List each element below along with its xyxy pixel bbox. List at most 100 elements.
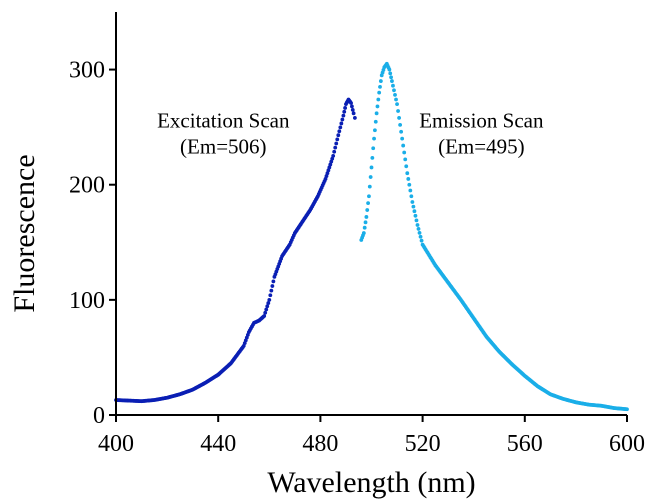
x-tick-label: 600: [609, 431, 645, 457]
emission-annotation-line2: (Em=495): [438, 135, 525, 159]
data-point: [418, 234, 423, 239]
data-point: [376, 97, 381, 102]
excitation-annotation-line2: (Em=506): [180, 135, 267, 159]
x-tick-label: 440: [200, 431, 236, 457]
data-point: [377, 90, 382, 95]
data-point: [402, 150, 407, 155]
data-point: [368, 175, 373, 179]
data-point: [367, 194, 371, 199]
data-point: [392, 88, 396, 93]
data-point: [366, 201, 370, 206]
data-point: [373, 128, 377, 133]
y-axis-ticks: 0 100 200 300: [69, 58, 116, 429]
data-point: [372, 136, 376, 141]
x-axis-title: Wavelength (nm): [267, 466, 475, 499]
data-point: [406, 177, 411, 181]
data-point: [395, 102, 399, 107]
data-point: [387, 67, 392, 72]
data-point: [341, 113, 346, 118]
data-point: [365, 208, 370, 212]
data-point: [327, 165, 332, 170]
y-tick-label: 100: [69, 288, 105, 314]
data-point: [268, 293, 273, 298]
data-point: [349, 101, 353, 105]
data-point: [416, 227, 421, 231]
data-point: [399, 129, 404, 134]
x-tick-label: 400: [98, 431, 134, 457]
y-tick-label: 200: [69, 173, 105, 199]
x-tick-label: 560: [507, 431, 543, 457]
data-point: [401, 143, 406, 148]
x-axis-ticks: 400 440 480 520 560 600: [98, 415, 645, 457]
data-point: [369, 165, 374, 170]
data-point: [333, 145, 338, 150]
data-point: [328, 162, 333, 167]
data-point: [337, 129, 342, 134]
data-point: [364, 215, 369, 219]
data-point: [398, 122, 403, 127]
excitation-annotation-line1: Excitation Scan: [157, 109, 290, 133]
data-point: [334, 141, 339, 146]
data-point: [409, 194, 414, 199]
data-point: [419, 238, 424, 243]
data-point: [378, 84, 382, 89]
data-point: [405, 171, 410, 176]
data-point: [393, 93, 397, 97]
data-point: [412, 209, 417, 214]
data-point: [391, 83, 395, 88]
data-point: [373, 119, 378, 124]
emission-series: [359, 61, 629, 412]
data-point: [374, 111, 379, 116]
data-point: [323, 177, 328, 181]
data-point: [269, 288, 274, 293]
data-point: [265, 304, 270, 309]
data-point: [375, 104, 380, 109]
data-point: [414, 218, 419, 223]
data-point: [271, 279, 276, 284]
plot-area: 400 440 480 520 560 600 0 100 200 300: [69, 12, 645, 457]
data-point: [363, 220, 368, 225]
data-point: [343, 106, 347, 110]
data-point: [362, 225, 367, 230]
data-point: [335, 137, 340, 142]
data-point: [389, 75, 393, 80]
emission-annotation-line1: Emission Scan: [419, 109, 544, 133]
data-point: [329, 159, 334, 164]
y-axis-title: Fluorescence: [8, 154, 41, 312]
data-point: [361, 231, 366, 235]
data-point: [266, 301, 271, 305]
data-point: [404, 164, 409, 169]
data-point: [371, 146, 376, 151]
data-point: [394, 97, 398, 102]
data-point: [410, 200, 415, 204]
data-point: [408, 188, 413, 193]
data-point: [270, 284, 275, 288]
y-tick-label: 0: [93, 403, 105, 429]
excitation-series: [114, 97, 357, 404]
x-tick-label: 520: [405, 431, 441, 457]
data-point: [390, 79, 394, 83]
data-point: [336, 133, 341, 138]
data-point: [417, 230, 422, 235]
data-point: [324, 174, 329, 178]
data-point: [396, 109, 400, 113]
data-point: [413, 213, 418, 218]
data-point: [262, 314, 267, 318]
data-point: [415, 223, 420, 227]
data-point: [407, 182, 412, 187]
data-point: [342, 109, 347, 114]
data-point: [267, 297, 272, 302]
data-point: [400, 136, 405, 141]
data-point: [339, 121, 344, 126]
data-point: [330, 156, 335, 161]
data-point: [378, 79, 383, 83]
data-point: [338, 125, 343, 130]
data-point: [388, 71, 393, 76]
data-point: [331, 154, 336, 158]
data-point: [351, 111, 356, 116]
data-point: [264, 307, 269, 312]
data-point: [332, 149, 337, 154]
y-tick-label: 300: [69, 58, 105, 84]
data-point: [370, 155, 375, 160]
